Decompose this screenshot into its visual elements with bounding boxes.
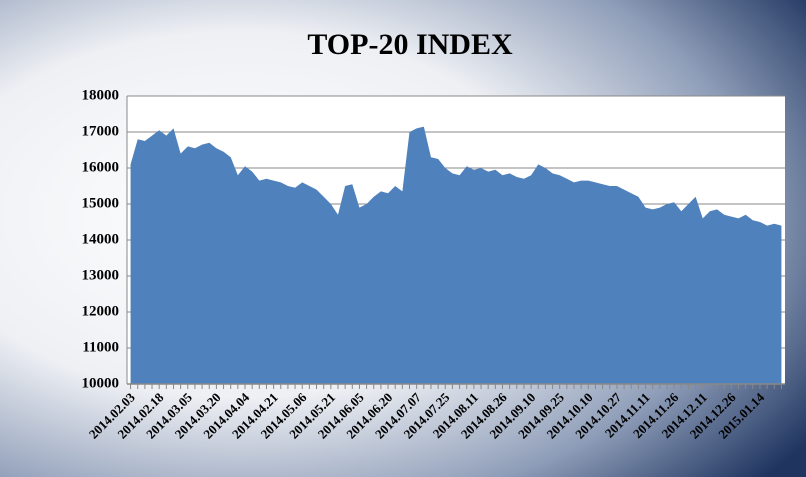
y-tick-label: 16000 [82, 159, 120, 175]
chart-title: TOP-20 INDEX [307, 28, 513, 61]
area [130, 126, 782, 384]
y-tick-label: 12000 [82, 303, 120, 319]
y-tick-label: 15000 [82, 195, 120, 211]
y-tick-label: 11000 [82, 339, 119, 355]
y-tick-label: 17000 [82, 123, 120, 139]
y-tick-label: 14000 [82, 231, 120, 247]
y-tick-label: 13000 [82, 267, 120, 283]
y-tick-label: 18000 [82, 87, 120, 103]
y-tick-label: 10000 [82, 375, 120, 391]
